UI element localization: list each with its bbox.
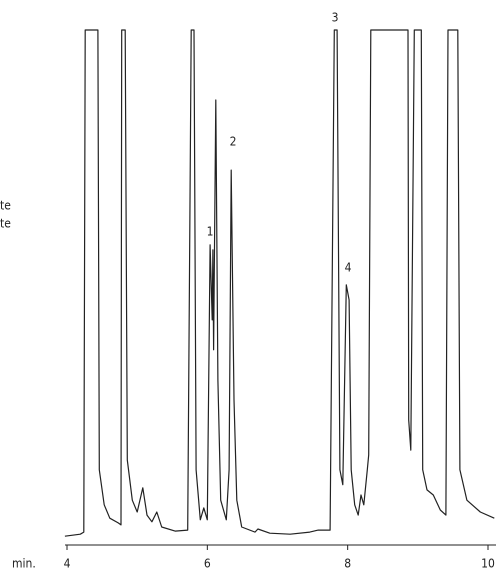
x-tick-label: 6	[204, 557, 211, 571]
peak-label: 2	[230, 135, 237, 149]
peak-label: 3	[332, 11, 339, 25]
chromatogram-trace	[64, 29, 495, 537]
x-tick-label: 8	[344, 557, 351, 571]
peak-label: 4	[345, 261, 352, 275]
x-tick-label: 10	[481, 557, 495, 571]
side-label: te	[0, 217, 11, 231]
x-axis-label: min.	[12, 557, 36, 571]
peak-label: 1	[207, 225, 214, 239]
side-label: te	[0, 199, 11, 213]
x-tick-label: 4	[64, 557, 71, 571]
